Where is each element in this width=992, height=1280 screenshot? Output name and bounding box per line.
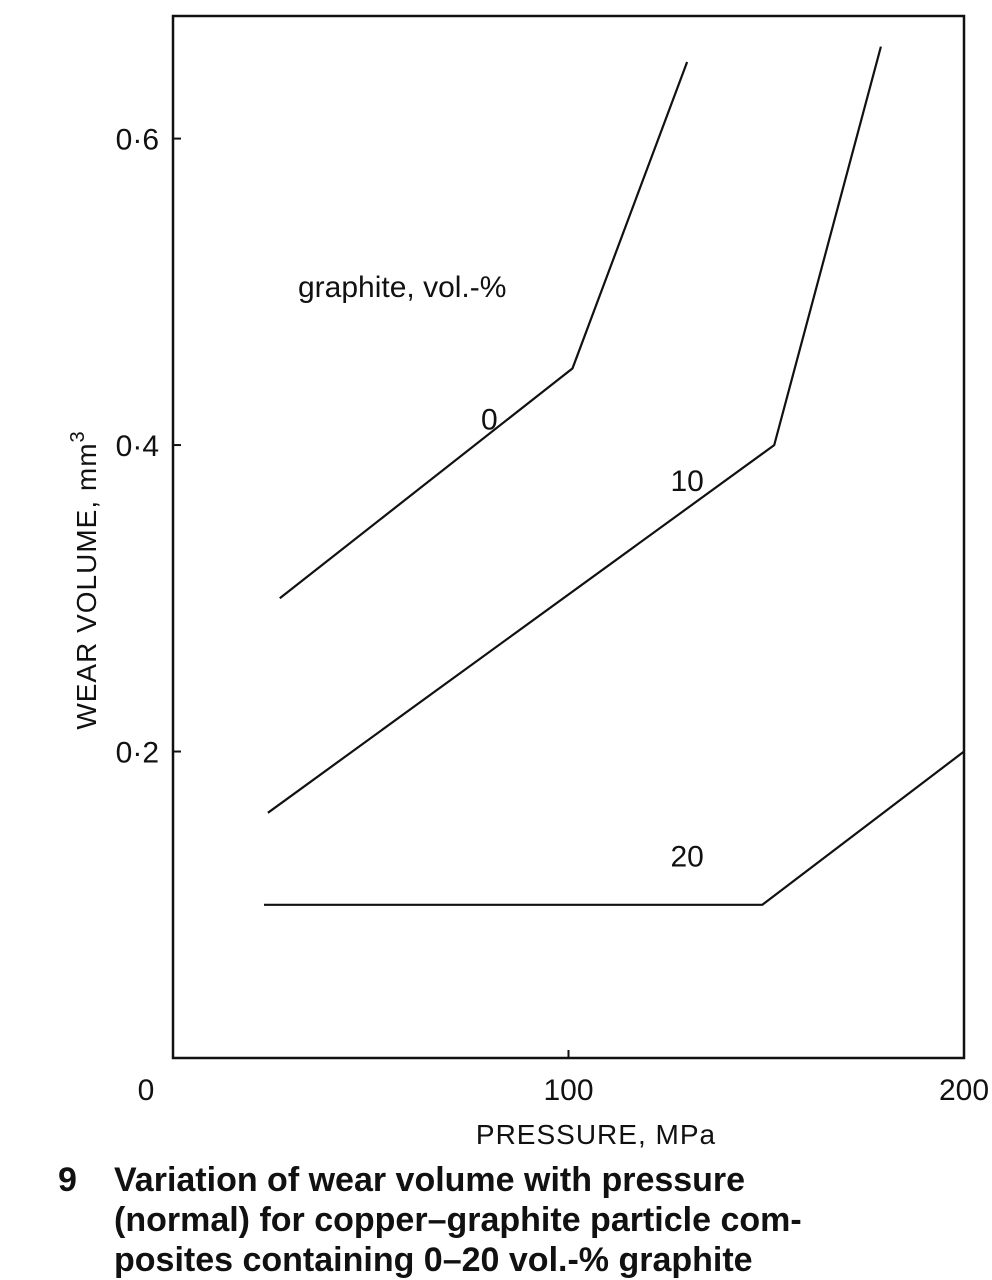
x-tick-label: 0 <box>138 1074 155 1107</box>
y-tick-label: 0·2 <box>116 737 159 770</box>
caption-line-2: (normal) for copper–graphite particle co… <box>114 1201 802 1239</box>
caption-line-3: posites containing 0–20 vol.-% graphite <box>114 1241 753 1279</box>
x-tick-label: 200 <box>939 1074 989 1107</box>
series-line-20-pct <box>264 750 965 906</box>
caption-line-1: Variation of wear volume with pressure <box>114 1161 746 1199</box>
plot-frame <box>171 14 966 1060</box>
y-axis-title: WEAR VOLUME, mm3 <box>67 430 102 729</box>
series-label-0-pct: 0 <box>481 404 498 437</box>
figure-number: 9 <box>58 1161 77 1199</box>
legend-title: graphite, vol.-% <box>298 271 506 304</box>
series-line-10-pct <box>267 46 882 814</box>
figure-caption: 9 Variation of wear volume with pressure … <box>58 1160 992 1280</box>
x-axis-title: PRESSURE, MPa <box>476 1119 716 1150</box>
x-tick-label: 100 <box>543 1074 593 1107</box>
series-label-10-pct: 10 <box>670 465 703 498</box>
y-tick-label: 0·4 <box>116 430 159 463</box>
series-line-0-pct <box>279 61 689 600</box>
series-label-20-pct: 20 <box>670 840 703 873</box>
y-tick-label: 0·6 <box>116 124 159 157</box>
